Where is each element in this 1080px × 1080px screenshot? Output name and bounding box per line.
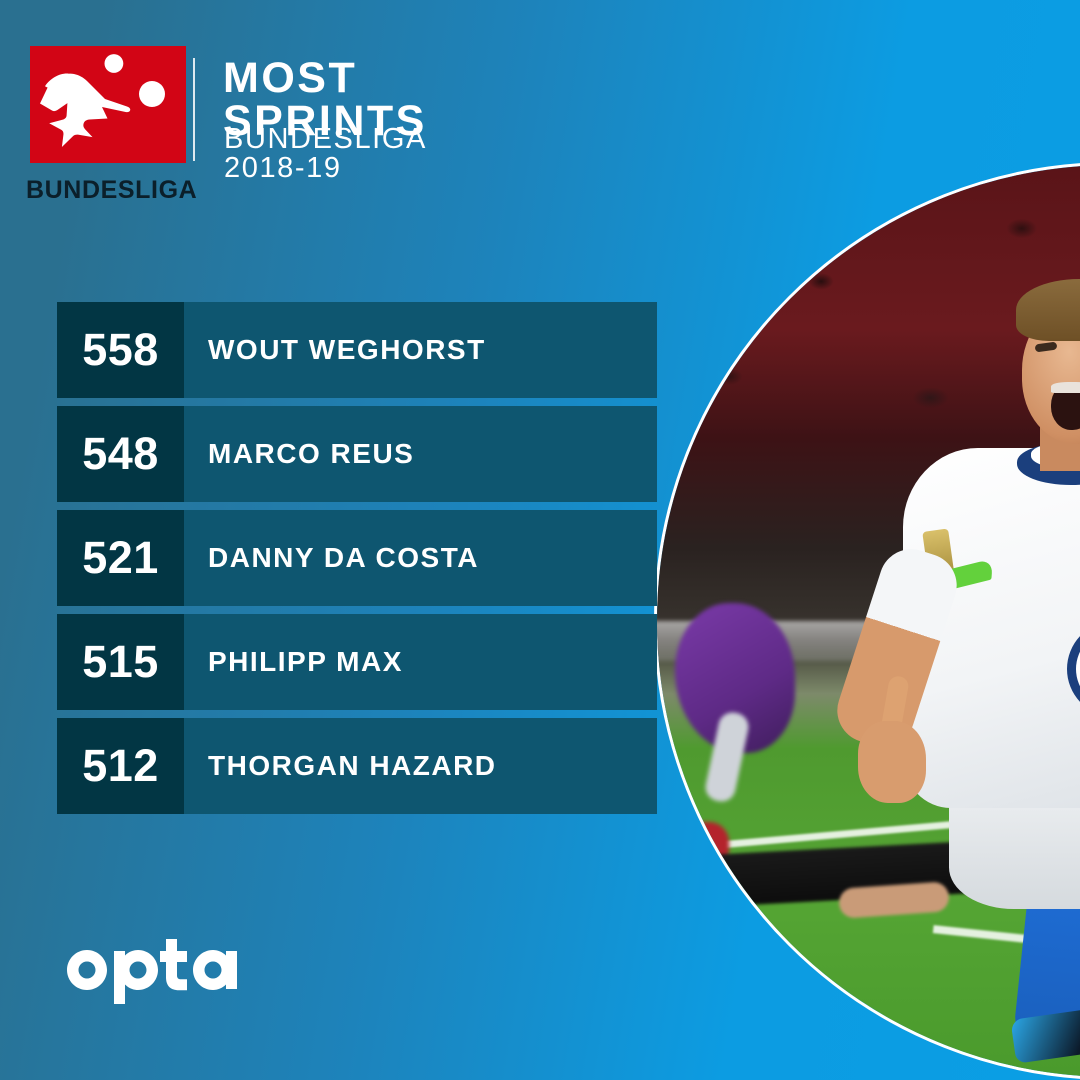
ranking-row[interactable]: 548 MARCO REUS xyxy=(57,406,657,502)
player-name: PHILIPP MAX xyxy=(184,614,657,710)
player-teeth xyxy=(1050,382,1080,394)
bundesliga-wordmark: BUNDESLIGA xyxy=(26,176,198,204)
ranking-list: 558 WOUT WEGHORST 548 MARCO REUS 521 DAN… xyxy=(57,302,657,822)
player-photo-circle: 9 VW W xyxy=(654,162,1080,1080)
player-hand xyxy=(857,721,926,804)
player-name: DANNY DA COSTA xyxy=(184,510,657,606)
bundesliga-logo-icon xyxy=(30,46,186,163)
opta-logo-icon xyxy=(58,936,242,1008)
celebrating-player: 9 VW W xyxy=(657,165,1080,1077)
ranking-row[interactable]: 512 THORGAN HAZARD xyxy=(57,718,657,814)
stadium-background: 9 VW W xyxy=(657,165,1080,1077)
sprint-count: 515 xyxy=(57,614,184,710)
page-title: MOST SPRINTS xyxy=(223,54,427,145)
header-divider xyxy=(193,58,195,161)
player-name: WOUT WEGHORST xyxy=(184,302,657,398)
player-name: MARCO REUS xyxy=(184,406,657,502)
sprint-count: 558 xyxy=(57,302,184,398)
sprint-count: 512 xyxy=(57,718,184,814)
sprint-count: 548 xyxy=(57,406,184,502)
page-subtitle: BUNDESLIGA 2018-19 xyxy=(224,123,426,184)
sprint-count: 521 xyxy=(57,510,184,606)
ranking-row[interactable]: 558 WOUT WEGHORST xyxy=(57,302,657,398)
player-hair xyxy=(1016,279,1080,341)
ranking-row[interactable]: 515 PHILIPP MAX xyxy=(57,614,657,710)
player-name: THORGAN HAZARD xyxy=(184,718,657,814)
ranking-row[interactable]: 521 DANNY DA COSTA xyxy=(57,510,657,606)
